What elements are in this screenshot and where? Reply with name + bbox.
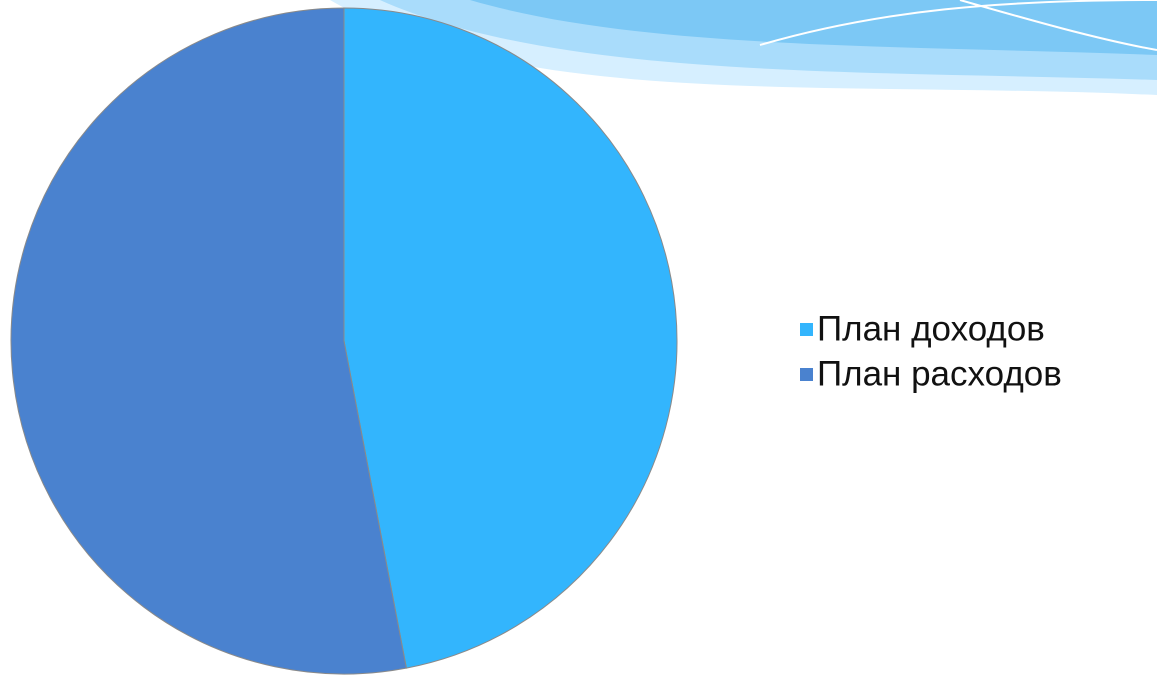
swoosh-line bbox=[959, 0, 1157, 51]
decoration bbox=[330, 0, 1157, 95]
swoosh-line bbox=[759, 0, 1157, 46]
pie-slice bbox=[343, 7, 678, 669]
legend-label: План доходов bbox=[817, 309, 1045, 348]
legend-label: План расходов bbox=[817, 354, 1062, 393]
pie-slice bbox=[10, 7, 407, 675]
legend-swatch bbox=[800, 323, 813, 336]
legend-swatch bbox=[800, 368, 813, 381]
swoosh bbox=[470, 0, 1157, 55]
